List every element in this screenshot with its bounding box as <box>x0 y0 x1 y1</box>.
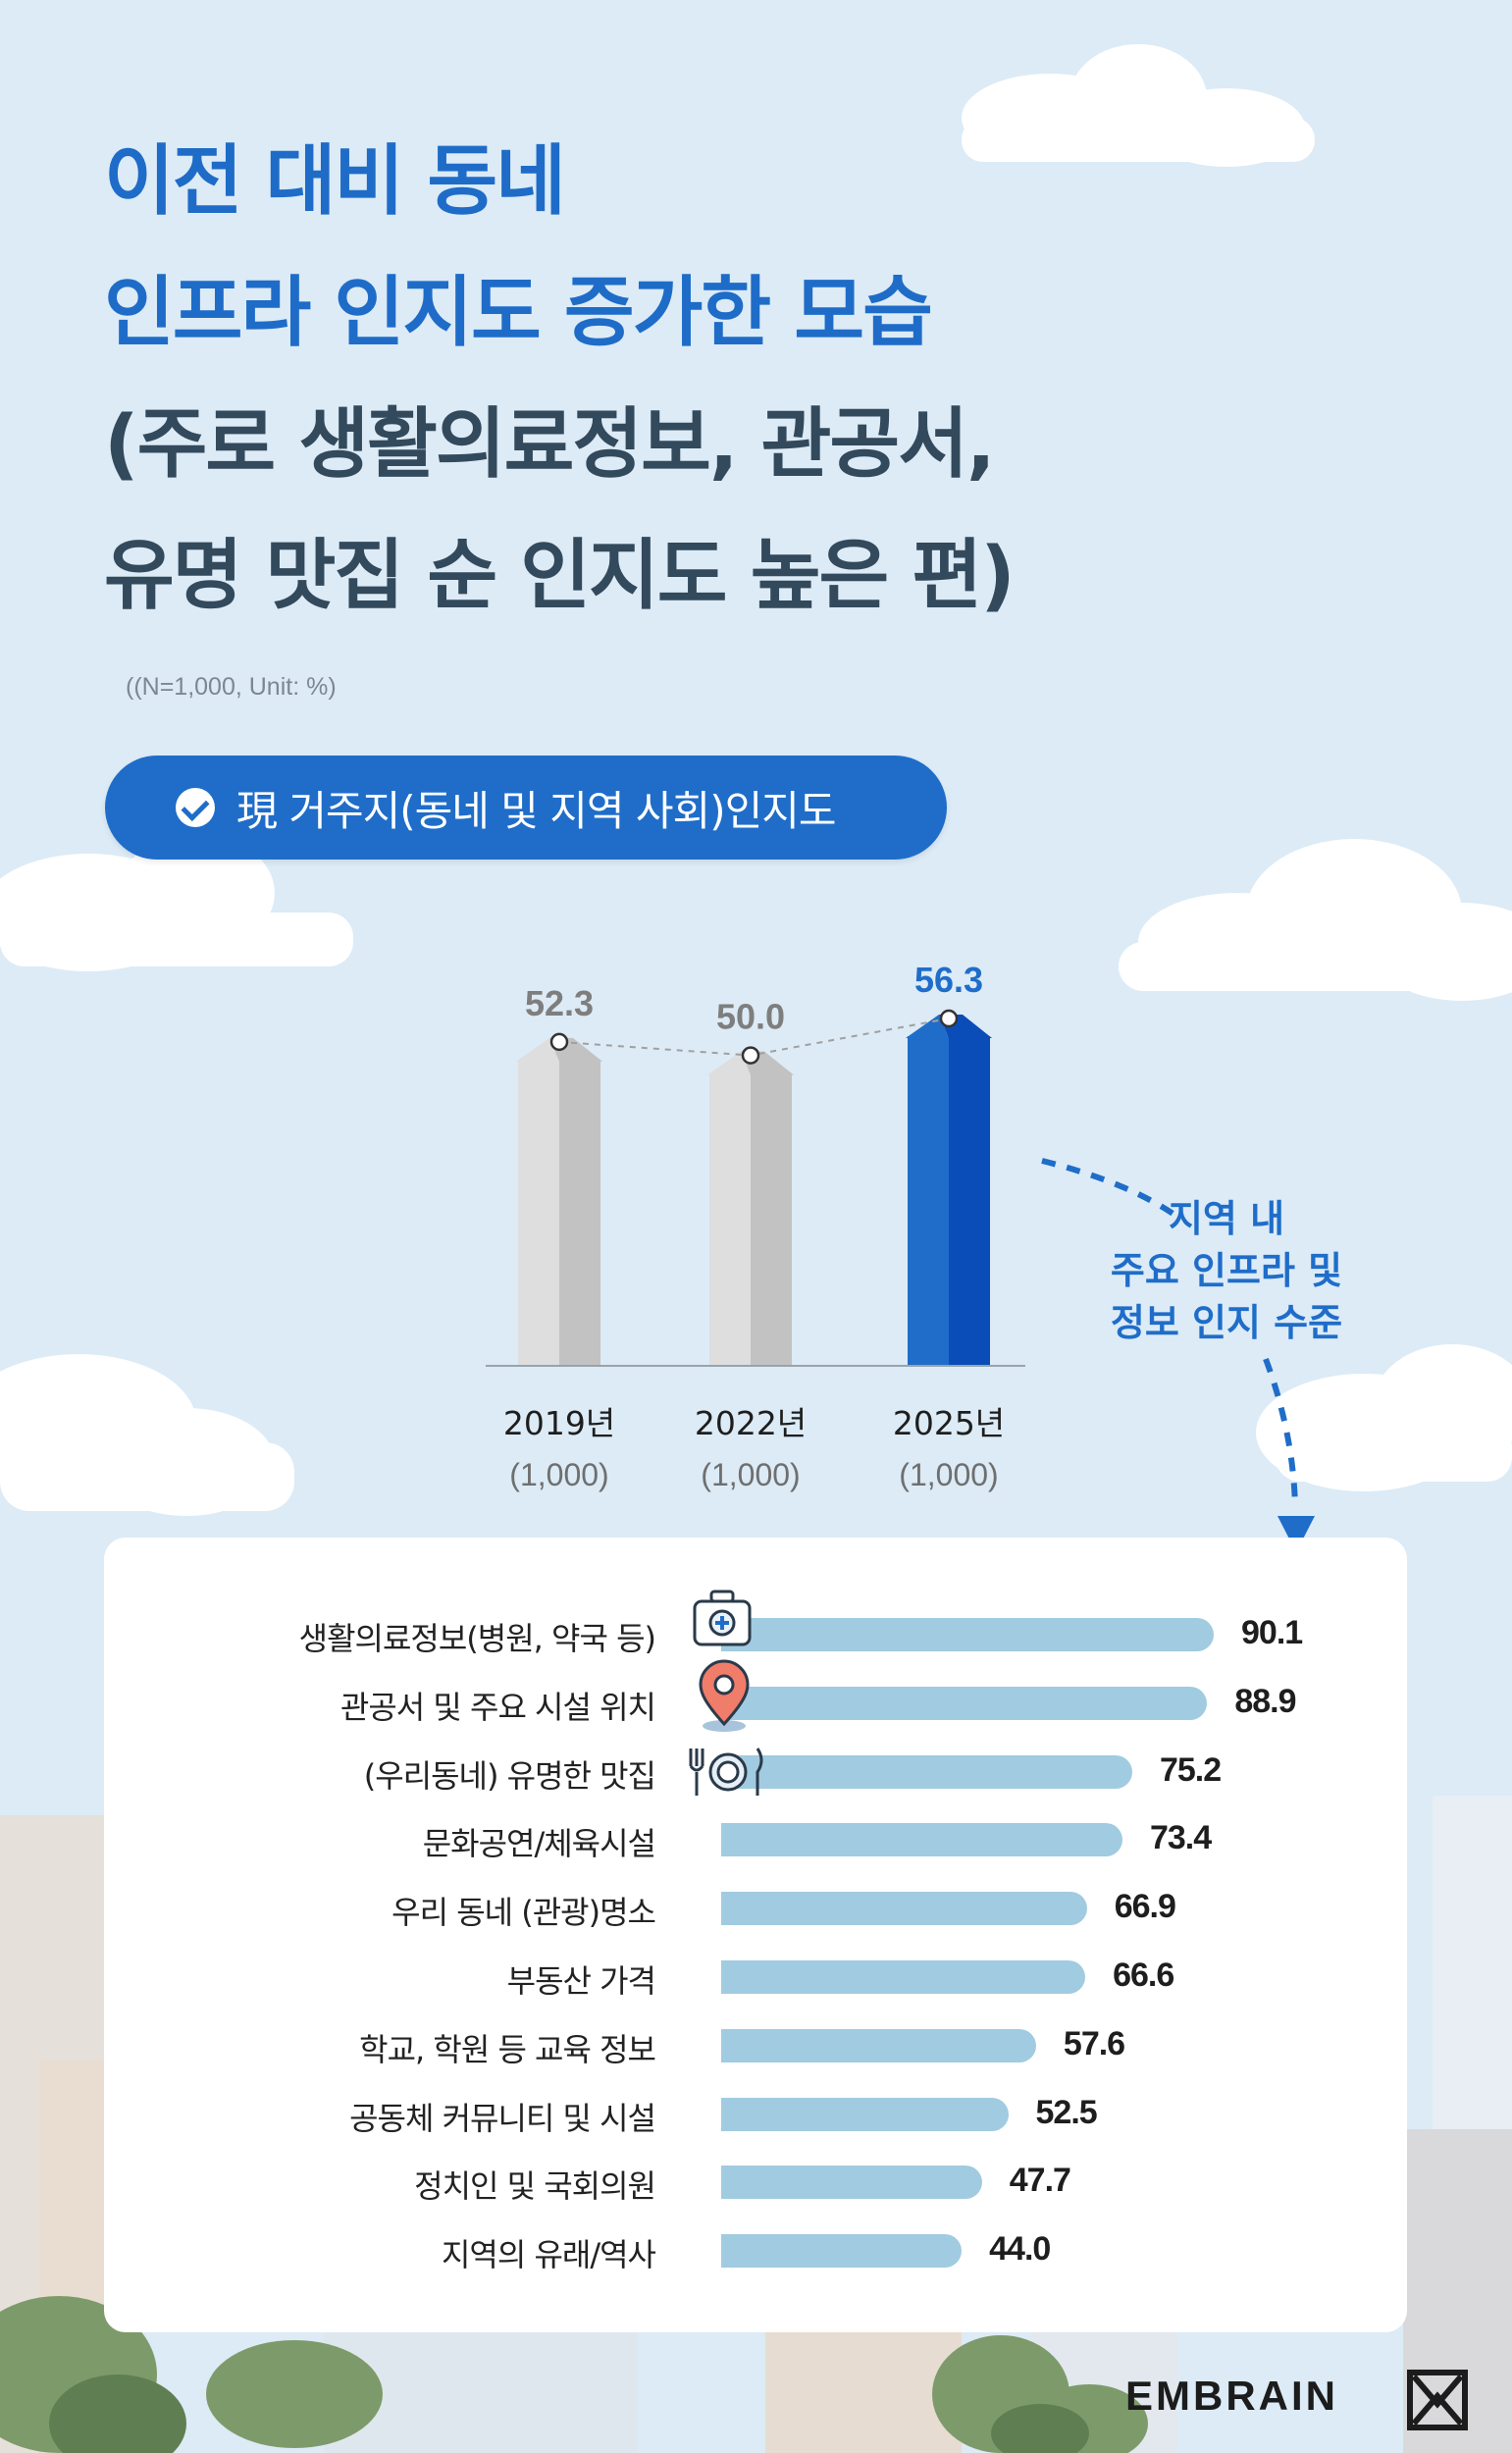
medical-bag-icon <box>693 1590 752 1646</box>
hbar-value-label-6: 57.6 <box>1063 2024 1125 2062</box>
hbar-value-label-1: 88.9 <box>1234 1682 1296 1720</box>
column-bar-1 <box>707 1051 794 1366</box>
column-bar-0 <box>516 1037 602 1366</box>
brand-logo-text: EMBRAIN <box>1125 2373 1338 2419</box>
hbar-bar-7 <box>721 2097 1009 2131</box>
hbar-category-label-2: (우리동네) 유명한 맛집 <box>363 1756 656 1795</box>
column-sample-label-0: (1,000) <box>509 1457 608 1492</box>
hbar-category-label-3: 문화공연/체육시설 <box>422 1825 656 1863</box>
hbar-value-label-0: 90.1 <box>1241 1614 1303 1651</box>
section-pill: 現 거주지(동네 및 지역 사회)인지도 <box>105 756 947 860</box>
title-line-4: 유명 맛집 순 인지도 높은 편) <box>104 532 1016 620</box>
arrow-head-icon <box>1277 1516 1315 1552</box>
hbar-value-label-4: 66.9 <box>1114 1888 1176 1926</box>
hbar-bar-1 <box>721 1686 1208 1720</box>
check-circle-icon <box>176 788 215 827</box>
annotation-line-3: 정보 인지 수준 <box>1111 1301 1342 1344</box>
hbar-value-label-9: 44.0 <box>989 2230 1051 2269</box>
column-value-label-2: 56.3 <box>914 960 983 1000</box>
column-bar-2 <box>906 1015 992 1366</box>
column-sample-label-1: (1,000) <box>701 1457 800 1492</box>
annotation-line-1: 지역 내 <box>1169 1197 1284 1240</box>
hbar-category-label-7: 공동체 커뮤니티 및 시설 <box>349 2099 656 2137</box>
brand-logo: EMBRAIN <box>1125 2373 1338 2420</box>
hbar-category-label-0: 생활의료정보(병원, 약국 등) <box>298 1620 656 1657</box>
column-chart: 52.3 2019년 (1,000) 50.0 2022년 (1,000) 56.3 2025… <box>486 960 1025 1492</box>
hbar-bar-9 <box>721 2234 963 2269</box>
title-line-1: 이전 대비 동네 <box>104 137 566 226</box>
hbar-bar-2 <box>721 1754 1132 1789</box>
trend-point-0 <box>549 1032 569 1052</box>
page-title: 이전 대비 동네 인프라 인지도 증가한 모습 (주로 생활의료정보, 관공서,… <box>104 116 1016 642</box>
hbar-category-label-4: 우리 동네 (관광)명소 <box>391 1894 656 1932</box>
clouds <box>0 44 1512 1516</box>
hbar-value-label-8: 47.7 <box>1009 2162 1071 2200</box>
hbar-value-label-3: 73.4 <box>1149 1819 1212 1857</box>
column-value-label-0: 52.3 <box>525 983 594 1023</box>
hbar-category-label-5: 부동산 가격 <box>506 1962 656 2000</box>
hbar-bar-6 <box>721 2028 1036 2062</box>
infra-card <box>104 1538 1407 2332</box>
hbar-bar-8 <box>721 2166 982 2200</box>
title-line-3: (주로 생활의료정보, 관공서, <box>104 400 996 489</box>
hbar-value-label-5: 66.6 <box>1113 1957 1174 1994</box>
hbar-value-label-7: 52.5 <box>1035 2093 1098 2131</box>
hbar-value-label-2: 75.2 <box>1159 1750 1222 1789</box>
sample-note: ((N=1,000, Unit: %) <box>126 673 337 701</box>
hbar-bar-3 <box>721 1823 1122 1857</box>
annotation-arrow: 지역 내 주요 인프라 및 정보 인지 수준 <box>1041 1158 1342 1552</box>
hbar-category-label-8: 정치인 및 국회의원 <box>414 2167 656 2206</box>
dining-icon <box>689 1748 763 1796</box>
column-sample-label-2: (1,000) <box>899 1457 998 1492</box>
hbar-bar-5 <box>721 1960 1086 1994</box>
trend-point-1 <box>741 1046 760 1065</box>
hbar-category-label-1: 관공서 및 주요 시설 위치 <box>339 1688 656 1726</box>
section-pill-label: 現 거주지(동네 및 지역 사회)인지도 <box>236 786 836 835</box>
column-value-label-1: 50.0 <box>716 997 785 1037</box>
hbar-category-label-9: 지역의 유래/역사 <box>441 2236 656 2274</box>
title-line-2: 인프라 인지도 증가한 모습 <box>104 269 933 357</box>
annotation-line-2: 주요 인프라 및 <box>1111 1249 1342 1292</box>
hbar-bar-4 <box>721 1892 1087 1926</box>
row-icons <box>689 1590 763 1796</box>
map-pin-icon <box>699 1659 750 1732</box>
column-category-label-1: 2022년 <box>695 1404 807 1442</box>
trend-point-2 <box>939 1009 959 1028</box>
hbar-category-label-6: 학교, 학원 등 교육 정보 <box>359 2030 656 2068</box>
column-category-label-2: 2025년 <box>893 1404 1005 1442</box>
hbar-bar-0 <box>721 1618 1214 1651</box>
column-category-label-0: 2019년 <box>503 1404 615 1442</box>
